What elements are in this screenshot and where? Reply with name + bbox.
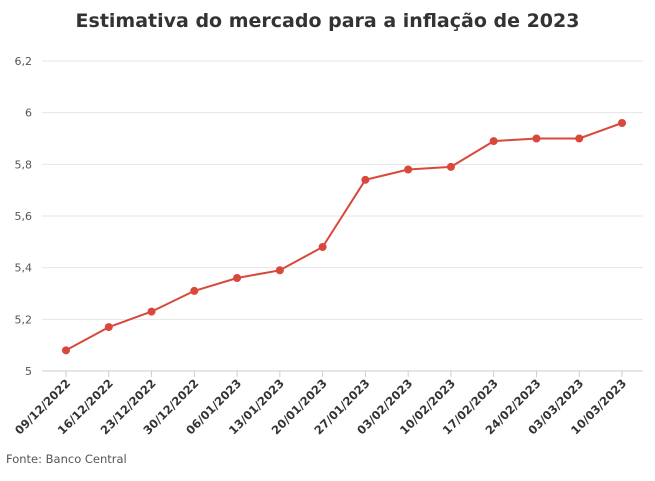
y-tick-label: 5,8 xyxy=(15,158,33,171)
y-tick-label: 5,6 xyxy=(15,210,33,223)
data-point xyxy=(318,243,327,251)
y-axis: 5 5,2 5,4 5,6 5,8 6 6,2 xyxy=(15,55,33,378)
y-tick-label: 6 xyxy=(25,107,32,120)
data-point xyxy=(233,274,242,282)
y-tick-label: 5,4 xyxy=(15,262,33,275)
series-line xyxy=(65,122,623,352)
data-point xyxy=(446,162,455,171)
data-point xyxy=(532,134,541,143)
data-point xyxy=(147,307,156,316)
data-point xyxy=(575,134,584,143)
data-point xyxy=(104,323,113,332)
y-tick-label: 5,2 xyxy=(15,313,33,326)
source-note: Fonte: Banco Central xyxy=(6,452,127,466)
data-point xyxy=(404,165,413,174)
series xyxy=(62,119,626,355)
data-point xyxy=(489,137,498,146)
x-axis: 09/12/202216/12/202223/12/202230/12/2022… xyxy=(12,371,629,437)
y-tick-label: 5 xyxy=(25,365,32,378)
chart-title: Estimativa do mercado para a inflação de… xyxy=(75,10,580,32)
data-point xyxy=(618,119,626,127)
y-tick-label: 6,2 xyxy=(15,55,33,68)
data-point xyxy=(275,266,284,275)
data-point xyxy=(361,175,370,184)
data-point xyxy=(62,346,70,355)
data-point xyxy=(190,286,199,295)
